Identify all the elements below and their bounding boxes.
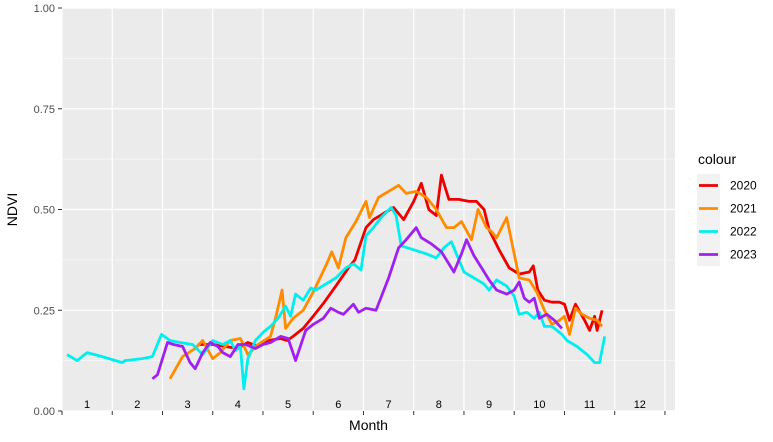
legend-label-2021: 2021 [730,202,757,216]
data-series [66,173,607,391]
legend-label-2022: 2022 [730,225,757,239]
month-label: 1 [84,399,90,411]
month-label: 11 [584,399,595,411]
x-axis-title: Month [349,417,388,433]
legend: colour 2020 2021 2022 2023 [697,151,757,266]
series-line-2021 [168,183,604,380]
month-label: 2 [134,399,140,411]
legend-label-2023: 2023 [730,248,757,262]
month-label: 10 [533,399,545,411]
y-axis-title: NDVI [4,193,20,226]
y-tick-label: 0.75 [34,104,55,116]
y-tick-label: 1.00 [34,3,55,15]
month-label: 8 [436,399,442,411]
series-line-2020 [197,173,604,350]
y-tick-label: 0.25 [34,305,55,317]
series-line-2022 [66,206,607,391]
month-label: 6 [335,399,341,411]
month-label: 12 [634,399,646,411]
y-tick-label: 0.50 [34,205,55,217]
series-line-2023 [151,226,563,380]
month-label: 4 [235,399,241,411]
axes: 0.000.250.500.751.001 2 3 4 5 6 7 8 9 10 11 12 [34,3,666,418]
month-label: 9 [486,399,492,411]
month-label: 5 [285,399,291,411]
legend-label-2020: 2020 [730,179,757,193]
legend-title: colour [698,151,736,167]
month-label: 7 [386,399,392,411]
month-label: 3 [185,399,191,411]
y-tick-label: 0.00 [34,406,55,418]
